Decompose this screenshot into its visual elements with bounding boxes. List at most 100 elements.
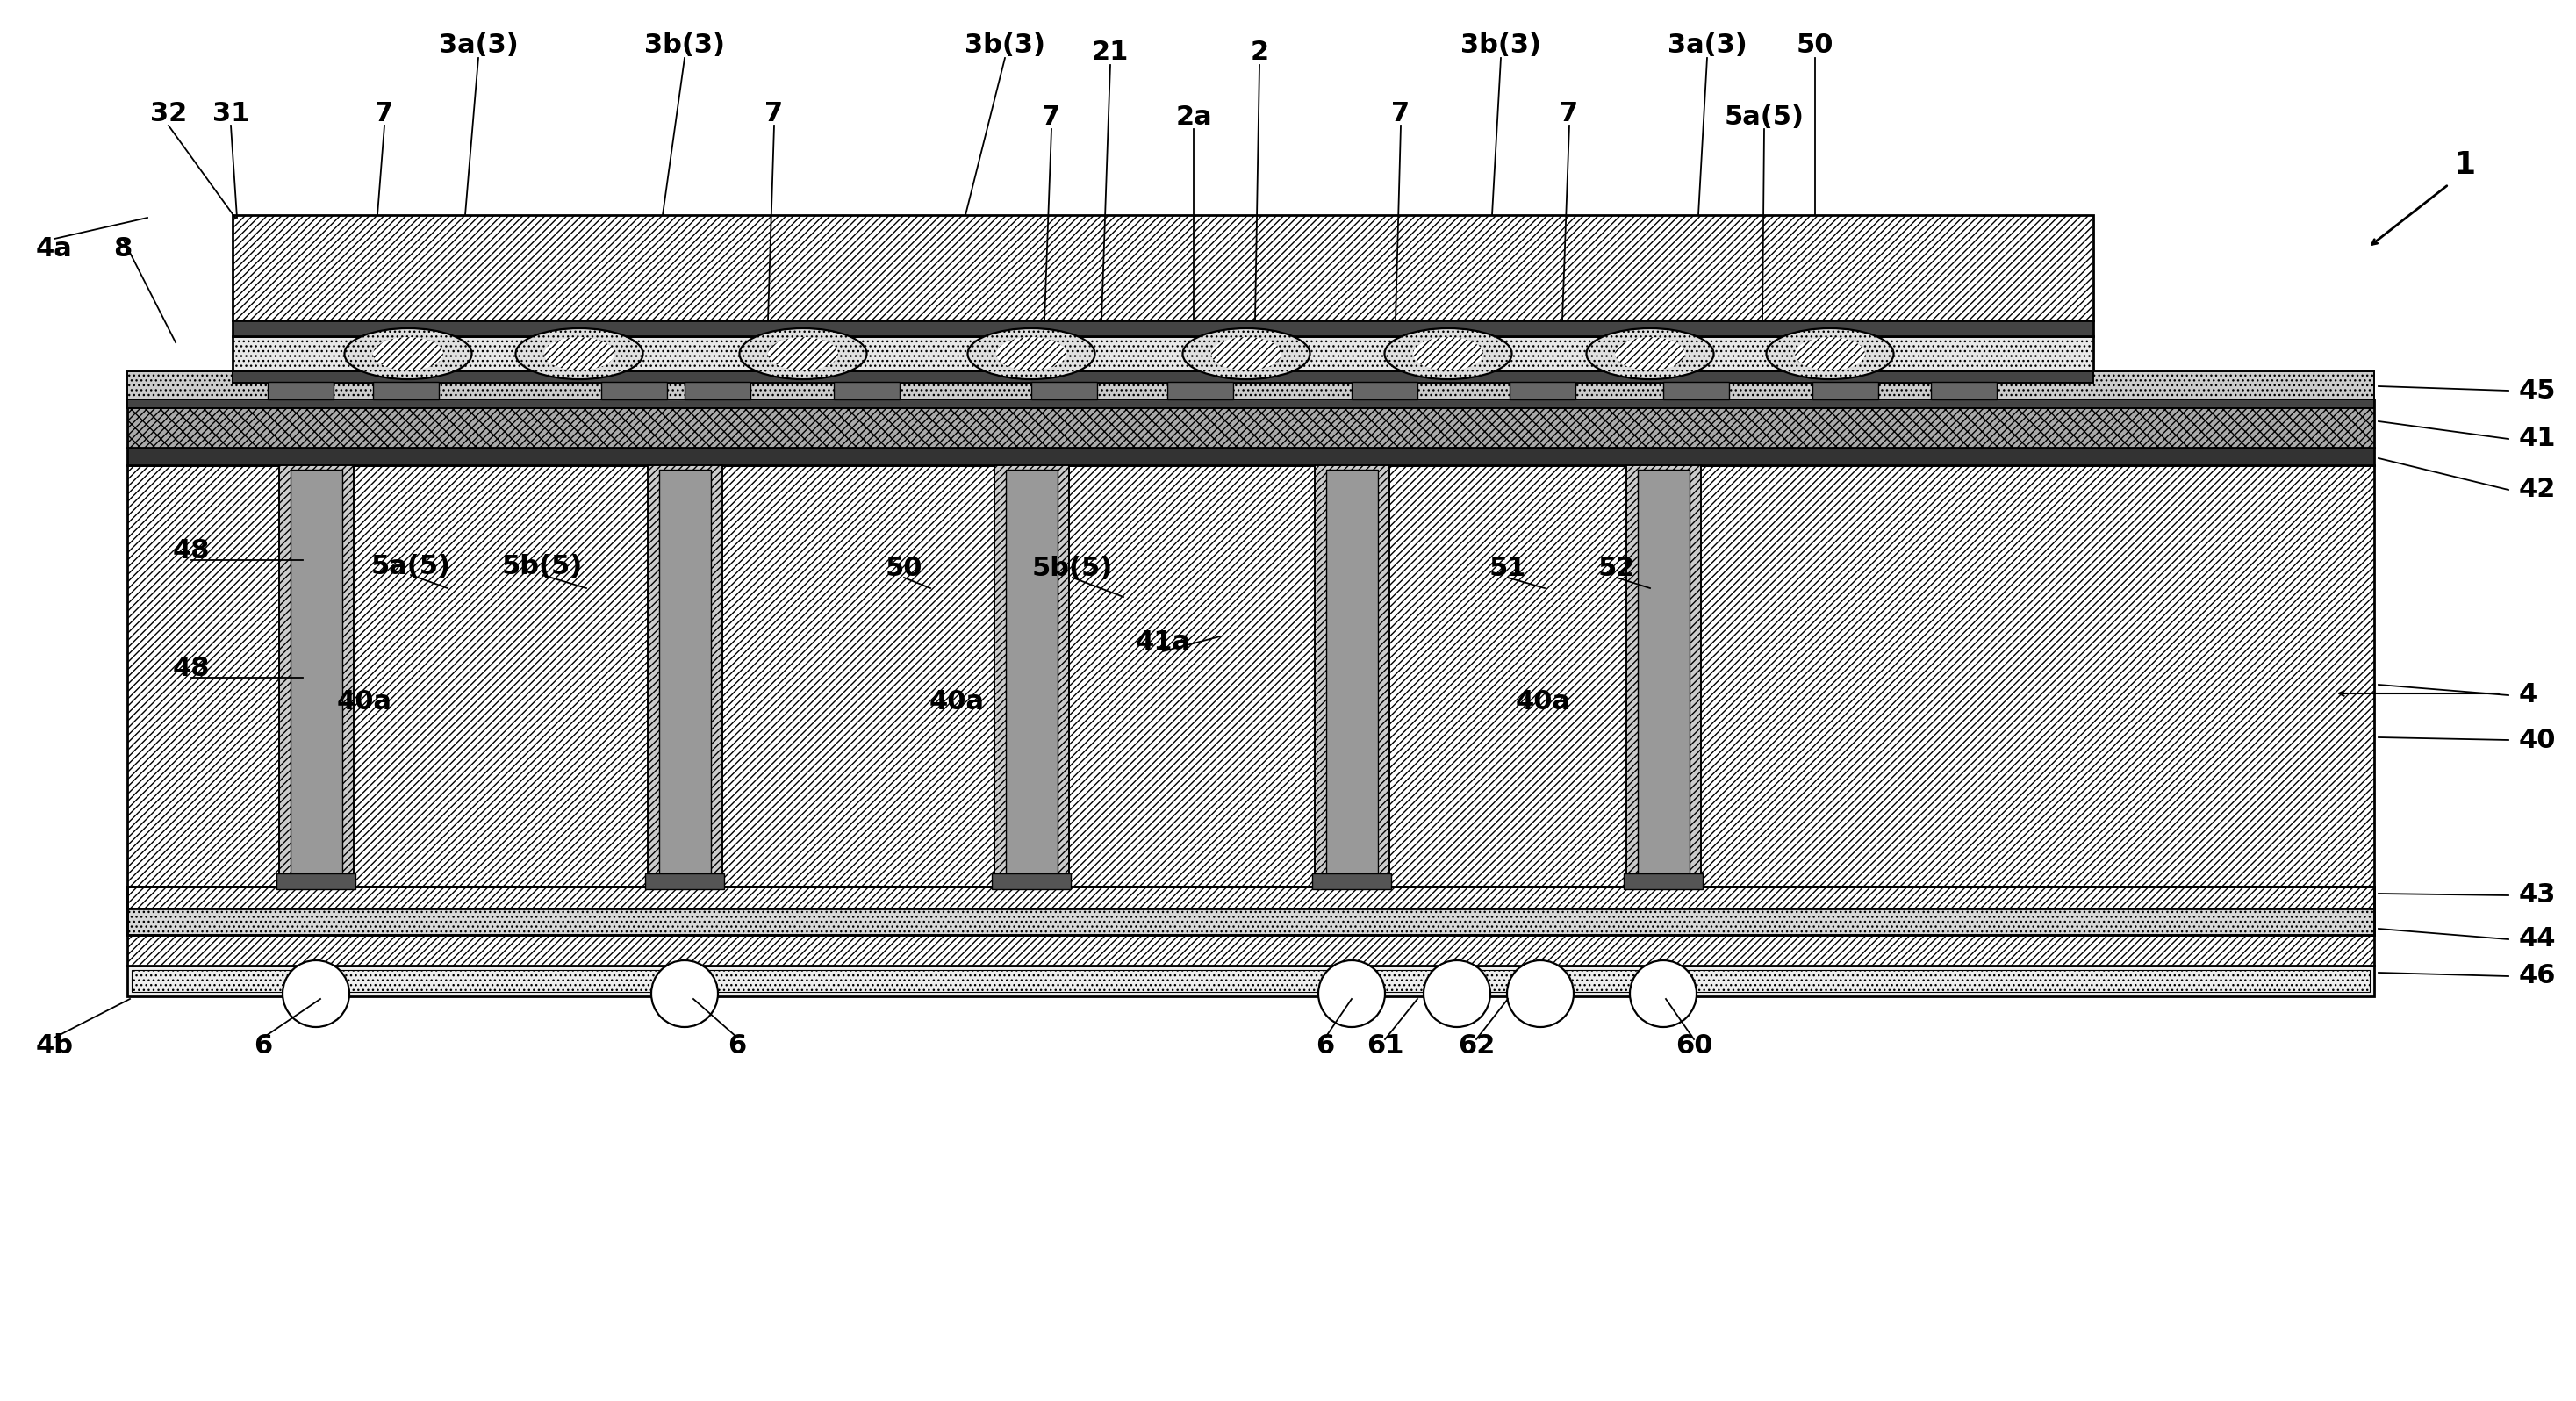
Text: 3b(3): 3b(3) bbox=[644, 32, 724, 59]
Text: 48: 48 bbox=[173, 656, 211, 682]
Circle shape bbox=[1631, 960, 1698, 1027]
Bar bbox=[1623, 873, 1703, 890]
Bar bbox=[126, 371, 2375, 399]
Ellipse shape bbox=[515, 328, 644, 380]
Bar bbox=[1664, 382, 1728, 399]
Ellipse shape bbox=[969, 328, 1095, 380]
Bar bbox=[1625, 465, 1700, 887]
Text: 44: 44 bbox=[2519, 926, 2555, 953]
Text: 31: 31 bbox=[211, 101, 250, 127]
Ellipse shape bbox=[997, 338, 1066, 370]
Circle shape bbox=[652, 960, 719, 1027]
Text: 50: 50 bbox=[1795, 32, 1834, 59]
Ellipse shape bbox=[1767, 328, 1893, 380]
Bar bbox=[1638, 469, 1690, 883]
Bar bbox=[600, 382, 667, 399]
Ellipse shape bbox=[1587, 328, 1713, 380]
Circle shape bbox=[1425, 960, 1492, 1027]
Text: 3a(3): 3a(3) bbox=[438, 32, 518, 59]
Bar bbox=[126, 399, 2375, 448]
Text: 42: 42 bbox=[2519, 478, 2555, 503]
Circle shape bbox=[1507, 960, 1574, 1027]
Bar bbox=[374, 382, 438, 399]
Text: 5a(5): 5a(5) bbox=[371, 553, 451, 579]
Text: 6: 6 bbox=[255, 1034, 273, 1059]
Bar bbox=[126, 399, 2375, 408]
Bar bbox=[291, 469, 343, 883]
Bar bbox=[126, 448, 2375, 465]
Bar bbox=[131, 969, 2370, 992]
Text: 40: 40 bbox=[2519, 727, 2555, 752]
Text: 7: 7 bbox=[1391, 101, 1409, 127]
Bar bbox=[659, 469, 711, 883]
Bar bbox=[1167, 382, 1234, 399]
Bar bbox=[276, 873, 355, 890]
Text: 7: 7 bbox=[376, 101, 394, 127]
Ellipse shape bbox=[374, 338, 443, 370]
Ellipse shape bbox=[768, 338, 837, 370]
Bar bbox=[1932, 382, 1996, 399]
Ellipse shape bbox=[1211, 338, 1280, 370]
Bar bbox=[1327, 469, 1378, 883]
Bar bbox=[126, 908, 2375, 934]
Bar bbox=[126, 965, 2375, 996]
Text: 7: 7 bbox=[1561, 101, 1579, 127]
Bar bbox=[232, 336, 2094, 371]
Text: 52: 52 bbox=[1597, 556, 1636, 581]
Bar bbox=[647, 465, 721, 887]
Bar bbox=[232, 216, 2094, 321]
Ellipse shape bbox=[1182, 328, 1311, 380]
Text: 61: 61 bbox=[1365, 1034, 1404, 1059]
Bar bbox=[685, 382, 750, 399]
Text: 8: 8 bbox=[113, 235, 131, 261]
Text: 40a: 40a bbox=[1515, 689, 1571, 715]
Text: 5b(5): 5b(5) bbox=[1033, 556, 1113, 581]
Text: 2: 2 bbox=[1249, 41, 1270, 66]
Bar bbox=[644, 873, 724, 890]
Ellipse shape bbox=[1615, 338, 1685, 370]
Bar bbox=[126, 934, 2375, 965]
Bar bbox=[994, 465, 1069, 887]
Bar bbox=[1005, 469, 1059, 883]
Ellipse shape bbox=[1383, 328, 1512, 380]
Text: 3b(3): 3b(3) bbox=[1461, 32, 1540, 59]
Text: 7: 7 bbox=[1043, 104, 1061, 129]
Text: 50: 50 bbox=[886, 556, 922, 581]
Bar bbox=[1314, 465, 1388, 887]
Text: 4a: 4a bbox=[36, 235, 72, 261]
Bar bbox=[1311, 873, 1391, 890]
Circle shape bbox=[1319, 960, 1386, 1027]
Text: 2a: 2a bbox=[1175, 104, 1211, 129]
Bar bbox=[1510, 382, 1577, 399]
Circle shape bbox=[283, 960, 350, 1027]
Text: 7: 7 bbox=[765, 101, 783, 127]
Text: 3a(3): 3a(3) bbox=[1667, 32, 1747, 59]
Bar bbox=[992, 873, 1072, 890]
Ellipse shape bbox=[544, 338, 613, 370]
Ellipse shape bbox=[345, 328, 471, 380]
Bar bbox=[126, 465, 2375, 887]
Text: 41: 41 bbox=[2519, 426, 2555, 451]
Text: 5a(5): 5a(5) bbox=[1723, 104, 1803, 129]
Text: 45: 45 bbox=[2519, 378, 2555, 403]
Text: 4: 4 bbox=[2519, 682, 2537, 708]
Bar bbox=[126, 887, 2375, 908]
Text: 43: 43 bbox=[2519, 883, 2555, 908]
Bar bbox=[232, 371, 2094, 382]
Text: 62: 62 bbox=[1458, 1034, 1494, 1059]
Text: 4b: 4b bbox=[36, 1034, 72, 1059]
Ellipse shape bbox=[1795, 338, 1865, 370]
Bar bbox=[1352, 382, 1417, 399]
Bar bbox=[278, 465, 353, 887]
Ellipse shape bbox=[1414, 338, 1484, 370]
Text: 51: 51 bbox=[1489, 556, 1528, 581]
Text: 32: 32 bbox=[149, 101, 188, 127]
Text: 6: 6 bbox=[729, 1034, 747, 1059]
Bar bbox=[1030, 382, 1097, 399]
Bar bbox=[232, 321, 2094, 336]
Bar bbox=[126, 887, 2375, 934]
Bar bbox=[1814, 382, 1878, 399]
Text: 41a: 41a bbox=[1136, 630, 1190, 656]
Text: 1: 1 bbox=[2452, 150, 2476, 179]
Text: 60: 60 bbox=[1674, 1034, 1713, 1059]
